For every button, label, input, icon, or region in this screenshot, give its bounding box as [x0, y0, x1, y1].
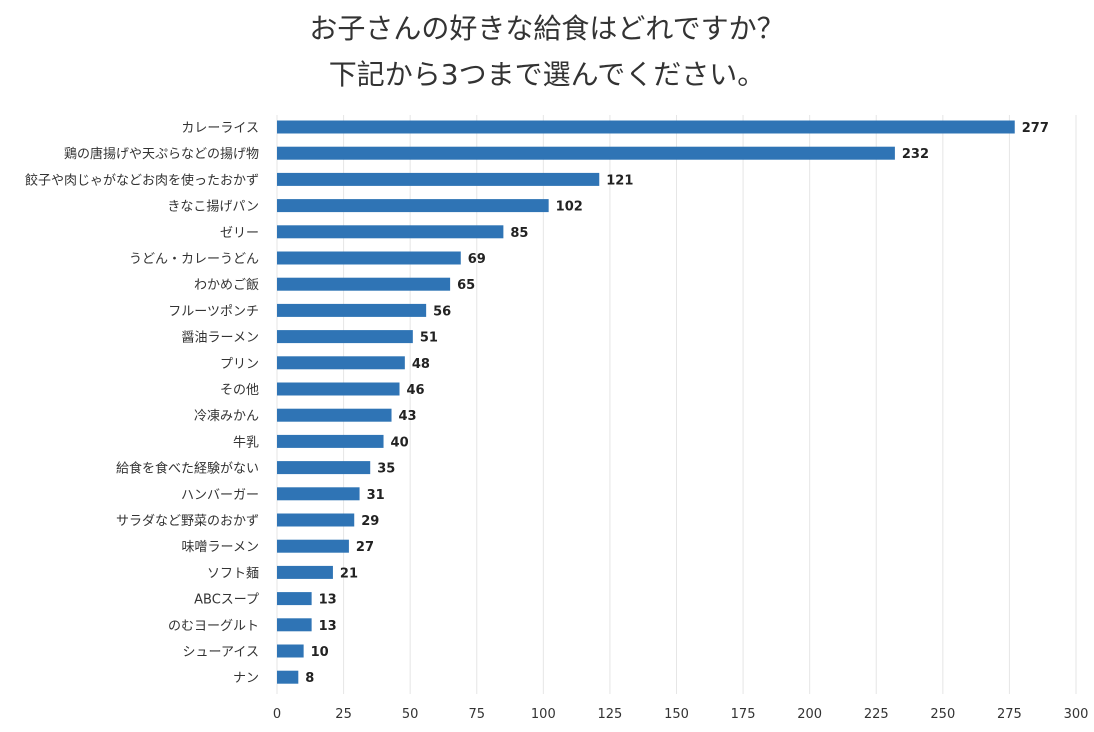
category-label: 牛乳 [233, 435, 259, 450]
data-label: 10 [311, 645, 329, 660]
data-label: 85 [510, 226, 528, 241]
bar [277, 644, 304, 658]
data-label: 13 [319, 619, 337, 634]
value-labels: 277 232 121 102 85 69 65 56 51 48 46 43 40 35 31 29 27 21… [305, 121, 1049, 686]
x-tick-label: 150 [664, 707, 689, 722]
chart-title: お子さんの好きな給食はどれですか？ 下記から3つまで選んでください。 [0, 6, 1094, 98]
bar [277, 225, 504, 239]
x-tick-label: 250 [930, 707, 955, 722]
x-tick-label: 125 [598, 707, 623, 722]
category-label: サラダなど野菜のおかず [116, 514, 259, 529]
category-label: ゼリー [220, 226, 259, 241]
category-label: うどん・カレーうどん [129, 252, 259, 267]
data-label: 46 [407, 383, 425, 398]
bar [277, 592, 312, 606]
category-label: 冷凍みかん [194, 408, 259, 424]
x-tick-label: 300 [1064, 707, 1089, 722]
category-label: 給食を食べた経験がない [116, 461, 259, 477]
category-label: プリン [220, 357, 259, 372]
x-tick-label: 175 [731, 707, 756, 722]
bar [277, 382, 400, 396]
bars [277, 120, 1015, 684]
bar [277, 513, 355, 527]
bar [277, 461, 371, 475]
category-label: 鶏の唐揚げや天ぷらなどの揚げ物 [64, 146, 259, 162]
x-tick-label: 100 [531, 707, 556, 722]
x-axis: 0 25 50 75 100 125 150 175 200 225 250 275 300 [273, 707, 1089, 722]
data-label: 27 [356, 540, 374, 555]
chart-title-line-2: 下記から3つまで選んでください。 [328, 58, 766, 91]
data-label: 13 [319, 593, 337, 608]
bar [277, 539, 349, 553]
x-tick-label: 0 [273, 707, 281, 722]
data-label: 69 [468, 252, 486, 267]
x-tick-label: 25 [335, 707, 352, 722]
bar [277, 487, 360, 501]
category-label: ナン [233, 671, 259, 686]
x-tick-label: 225 [864, 707, 889, 722]
data-label: 31 [367, 488, 385, 503]
category-label: その他 [220, 383, 259, 398]
category-label: 味噌ラーメン [182, 540, 259, 555]
category-label: きなこ揚げパン [167, 199, 259, 215]
data-label: 121 [606, 173, 633, 188]
bar [277, 618, 312, 632]
category-label: わかめご飯 [194, 277, 259, 293]
category-label: 餃子や肉じゃがなどお肉を使ったおかず [25, 172, 259, 188]
x-tick-label: 200 [797, 707, 822, 722]
data-label: 8 [305, 671, 314, 686]
bar [277, 565, 333, 579]
x-tick-label: 50 [402, 707, 419, 722]
data-label: 43 [399, 409, 417, 424]
bar [277, 434, 384, 448]
data-label: 48 [412, 357, 430, 372]
data-label: 51 [420, 331, 438, 346]
data-label: 277 [1022, 121, 1049, 136]
bar [277, 251, 461, 265]
category-label: のむヨーグルト [168, 619, 259, 634]
data-label: 40 [391, 435, 409, 450]
category-label: ハンバーガー [181, 488, 259, 503]
bar [277, 146, 895, 160]
bar [277, 408, 392, 422]
category-label: ソフト麺 [207, 566, 259, 581]
bar [277, 330, 413, 344]
data-label: 35 [377, 462, 395, 477]
bar [277, 356, 405, 370]
category-label: 醤油ラーメン [182, 331, 259, 346]
bar [277, 277, 451, 291]
category-label: ABCスープ [194, 593, 259, 608]
bar [277, 120, 1015, 134]
data-label: 21 [340, 566, 358, 581]
x-tick-label: 75 [468, 707, 485, 722]
data-label: 29 [361, 514, 379, 529]
category-label: シューアイス [183, 645, 259, 660]
bar [277, 670, 299, 684]
category-label: カレーライス [181, 121, 259, 136]
chart-title-line-1: お子さんの好きな給食はどれですか？ [309, 12, 785, 45]
x-tick-label: 275 [997, 707, 1022, 722]
data-label: 102 [556, 200, 583, 215]
data-label: 65 [457, 278, 475, 293]
category-labels: カレーライス鶏の唐揚げや天ぷらなどの揚げ物餃子や肉じゃがなどお肉を使ったおかずき… [25, 121, 259, 686]
bar [277, 303, 427, 317]
category-label: フルーツポンチ [168, 304, 259, 319]
data-label: 232 [902, 147, 929, 162]
bar [277, 199, 549, 213]
bar [277, 172, 600, 186]
data-label: 56 [433, 304, 451, 319]
